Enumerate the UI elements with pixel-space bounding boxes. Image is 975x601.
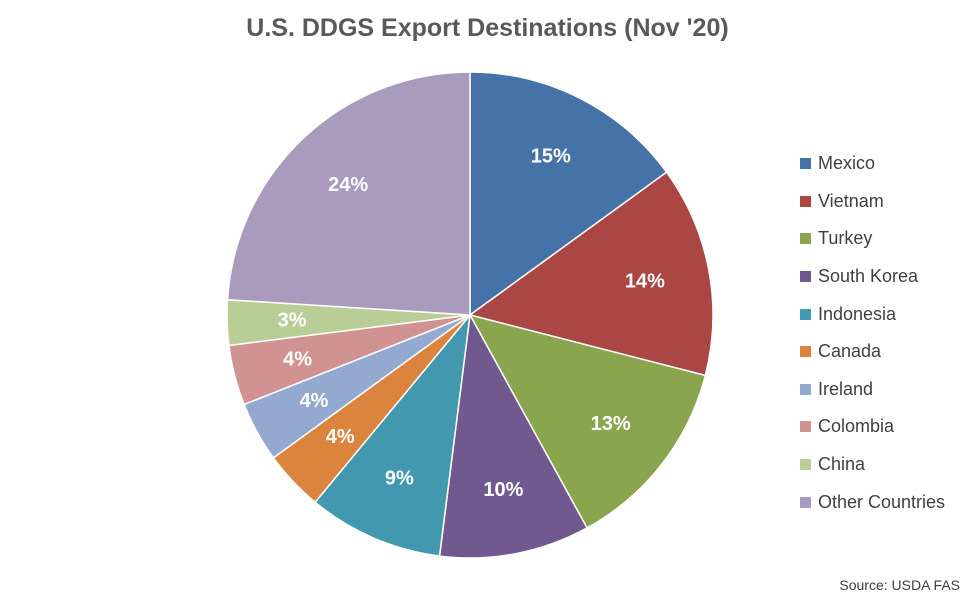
data-label-ireland: 4% (300, 390, 329, 412)
legend-item-indonesia: Indonesia (800, 295, 945, 333)
legend-swatch (800, 308, 811, 320)
legend-item-other-countries: Other Countries (800, 483, 945, 521)
legend-swatch (800, 195, 811, 207)
chart-title: U.S. DDGS Export Destinations (Nov '20) (246, 14, 729, 42)
legend-swatch (800, 421, 811, 433)
data-label-other-countries: 24% (328, 174, 368, 196)
legend: Mexico Vietnam Turkey South Korea Indonesia C… (800, 145, 945, 521)
legend-label: Vietnam (818, 190, 884, 211)
legend-label: Ireland (818, 378, 874, 399)
source-note: Source: USDA FAS (839, 577, 960, 593)
legend-label: South Korea (818, 266, 919, 287)
data-label-canada: 4% (326, 426, 355, 448)
pie-slice-mexico (469, 71, 668, 317)
legend-item-south-korea: South Korea (800, 258, 945, 296)
legend-swatch (800, 233, 811, 245)
legend-swatch (800, 158, 811, 170)
pie-slice-turkey (468, 313, 707, 529)
legend-label: Mexico (818, 153, 876, 174)
data-label-colombia: 4% (283, 348, 312, 370)
data-label-vietnam: 14% (625, 271, 665, 293)
data-label-turkey: 13% (591, 413, 631, 435)
legend-item-turkey: Turkey (800, 220, 945, 258)
legend-label: Turkey (818, 228, 873, 249)
data-label-china: 3% (278, 310, 307, 332)
legend-label: Indonesia (818, 303, 897, 324)
data-label-indonesia: 9% (385, 467, 414, 489)
legend-label: Canada (818, 341, 882, 362)
pie-slice-other-countries (226, 71, 471, 316)
legend-swatch (800, 383, 811, 395)
data-label-south-korea: 10% (483, 479, 523, 501)
data-label-mexico: 15% (531, 145, 571, 167)
pie-slice-vietnam (468, 171, 714, 377)
legend-item-mexico: Mexico (800, 145, 945, 183)
legend-swatch (800, 459, 811, 471)
legend-label: Other Countries (818, 491, 946, 512)
pie-slice-indonesia (314, 312, 472, 557)
legend-item-china: China (800, 446, 945, 484)
legend-item-colombia: Colombia (800, 408, 945, 446)
legend-item-vietnam: Vietnam (800, 183, 945, 221)
pie-slice-south-korea (438, 312, 589, 559)
legend-swatch (800, 271, 811, 283)
legend-label: China (818, 454, 866, 475)
legend-label: Colombia (818, 416, 895, 437)
legend-swatch (800, 346, 811, 358)
legend-swatch (800, 496, 811, 508)
legend-item-canada: Canada (800, 333, 945, 371)
legend-item-ireland: Ireland (800, 371, 945, 409)
